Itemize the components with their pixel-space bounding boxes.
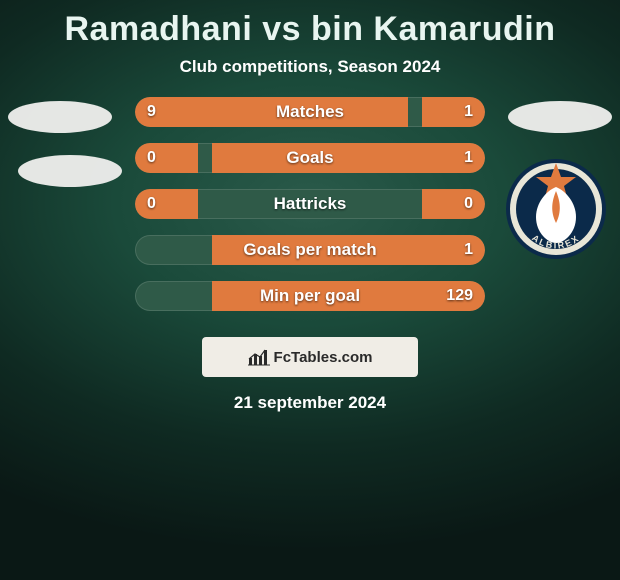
stat-label: Min per goal <box>135 281 485 311</box>
player-left-badge-placeholder-1 <box>8 101 112 133</box>
stat-label: Goals <box>135 143 485 173</box>
stat-right-value: 1 <box>464 97 473 127</box>
bar-chart-icon <box>248 348 270 366</box>
brand-text: FcTables.com <box>274 349 373 366</box>
stat-row-goals: Goals0 1 <box>135 143 485 173</box>
stat-right-value: 1 <box>464 235 473 265</box>
albirex-badge-icon: ALBIREX <box>506 157 606 273</box>
stat-row-matches: Matches9 1 <box>135 97 485 127</box>
date-text: 21 september 2024 <box>0 393 620 413</box>
stats-area: ALBIREX Matches91Goals01Hattricks00Goals… <box>0 97 620 327</box>
stat-row-hattricks: Hattricks0 0 <box>135 189 485 219</box>
stat-label: Goals per match <box>135 235 485 265</box>
stat-bars: Matches91Goals01Hattricks00Goals per mat… <box>135 97 485 327</box>
stat-label: Matches <box>135 97 485 127</box>
page-title: Ramadhani vs bin Kamarudin <box>0 10 620 49</box>
club-badge-albirex: ALBIREX <box>506 157 606 273</box>
stat-right-value: 1 <box>464 143 473 173</box>
stat-left-value: 0 <box>147 189 156 219</box>
page-subtitle: Club competitions, Season 2024 <box>0 57 620 77</box>
stat-right-value: 129 <box>446 281 473 311</box>
stat-left-value: 9 <box>147 97 156 127</box>
player-right-badge-placeholder <box>508 101 612 133</box>
stat-row-goals-per-match: Goals per match1 <box>135 235 485 265</box>
stat-row-min-per-goal: Min per goal129 <box>135 281 485 311</box>
stat-label: Hattricks <box>135 189 485 219</box>
content: Ramadhani vs bin Kamarudin Club competit… <box>0 0 620 413</box>
stat-left-value: 0 <box>147 143 156 173</box>
player-left-badge-placeholder-2 <box>18 155 122 187</box>
brand-box: FcTables.com <box>202 337 418 377</box>
stat-right-value: 0 <box>464 189 473 219</box>
